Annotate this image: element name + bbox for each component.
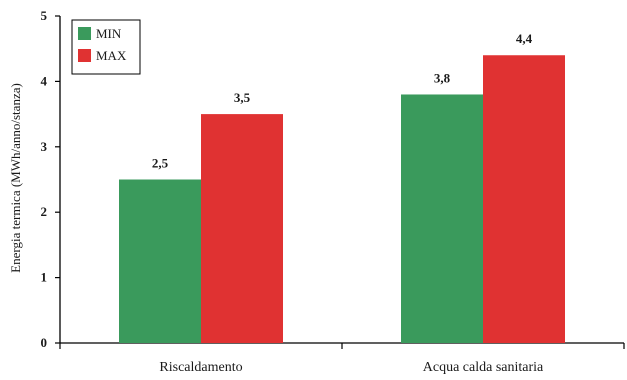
y-axis: 0 1 2 3 4 5 [41,8,61,350]
legend-swatch-max [78,49,91,62]
y-tick-label: 4 [41,73,48,88]
bar-max [483,55,565,344]
data-label: 3,5 [234,90,251,105]
data-labels: 2,5 3,8 3,5 4,4 [152,31,533,170]
data-label: 2,5 [152,156,169,171]
bar-min [401,94,483,343]
x-category-label: Riscaldamento [159,360,242,375]
bar-max [201,114,283,343]
legend: MIN MAX [71,19,141,75]
y-axis-title: Energia termica (MWh/anno/stanza) [8,83,23,273]
x-axis: Riscaldamento Acqua calda sanitaria [59,342,625,375]
bars [119,55,565,344]
data-label: 4,4 [516,31,533,46]
data-label: 3,8 [434,70,451,85]
y-tick-label: 1 [41,270,48,285]
legend-label-min: MIN [96,26,122,41]
y-tick-label: 2 [41,204,48,219]
y-tick-label: 3 [41,139,48,154]
legend-swatch-min [78,27,91,40]
legend-label-max: MAX [96,48,127,63]
x-category-label: Acqua calda sanitaria [423,360,544,375]
bar-min [119,179,201,343]
y-tick-label: 5 [41,8,48,23]
y-tick-label: 0 [41,335,48,350]
